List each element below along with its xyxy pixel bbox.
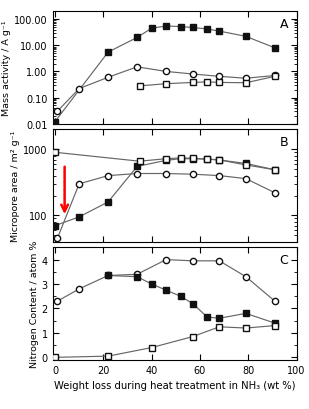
Y-axis label: Nitrogen Content / atom %: Nitrogen Content / atom % bbox=[30, 240, 39, 367]
Text: A: A bbox=[280, 18, 288, 31]
Text: C: C bbox=[280, 254, 288, 266]
Y-axis label: Micropore area / m² g⁻¹: Micropore area / m² g⁻¹ bbox=[11, 130, 20, 242]
Text: B: B bbox=[280, 136, 288, 148]
X-axis label: Weight loss during heat treatment in NH₃ (wt %): Weight loss during heat treatment in NH₃… bbox=[54, 380, 295, 390]
Y-axis label: Mass activity / A g⁻¹: Mass activity / A g⁻¹ bbox=[2, 20, 11, 116]
